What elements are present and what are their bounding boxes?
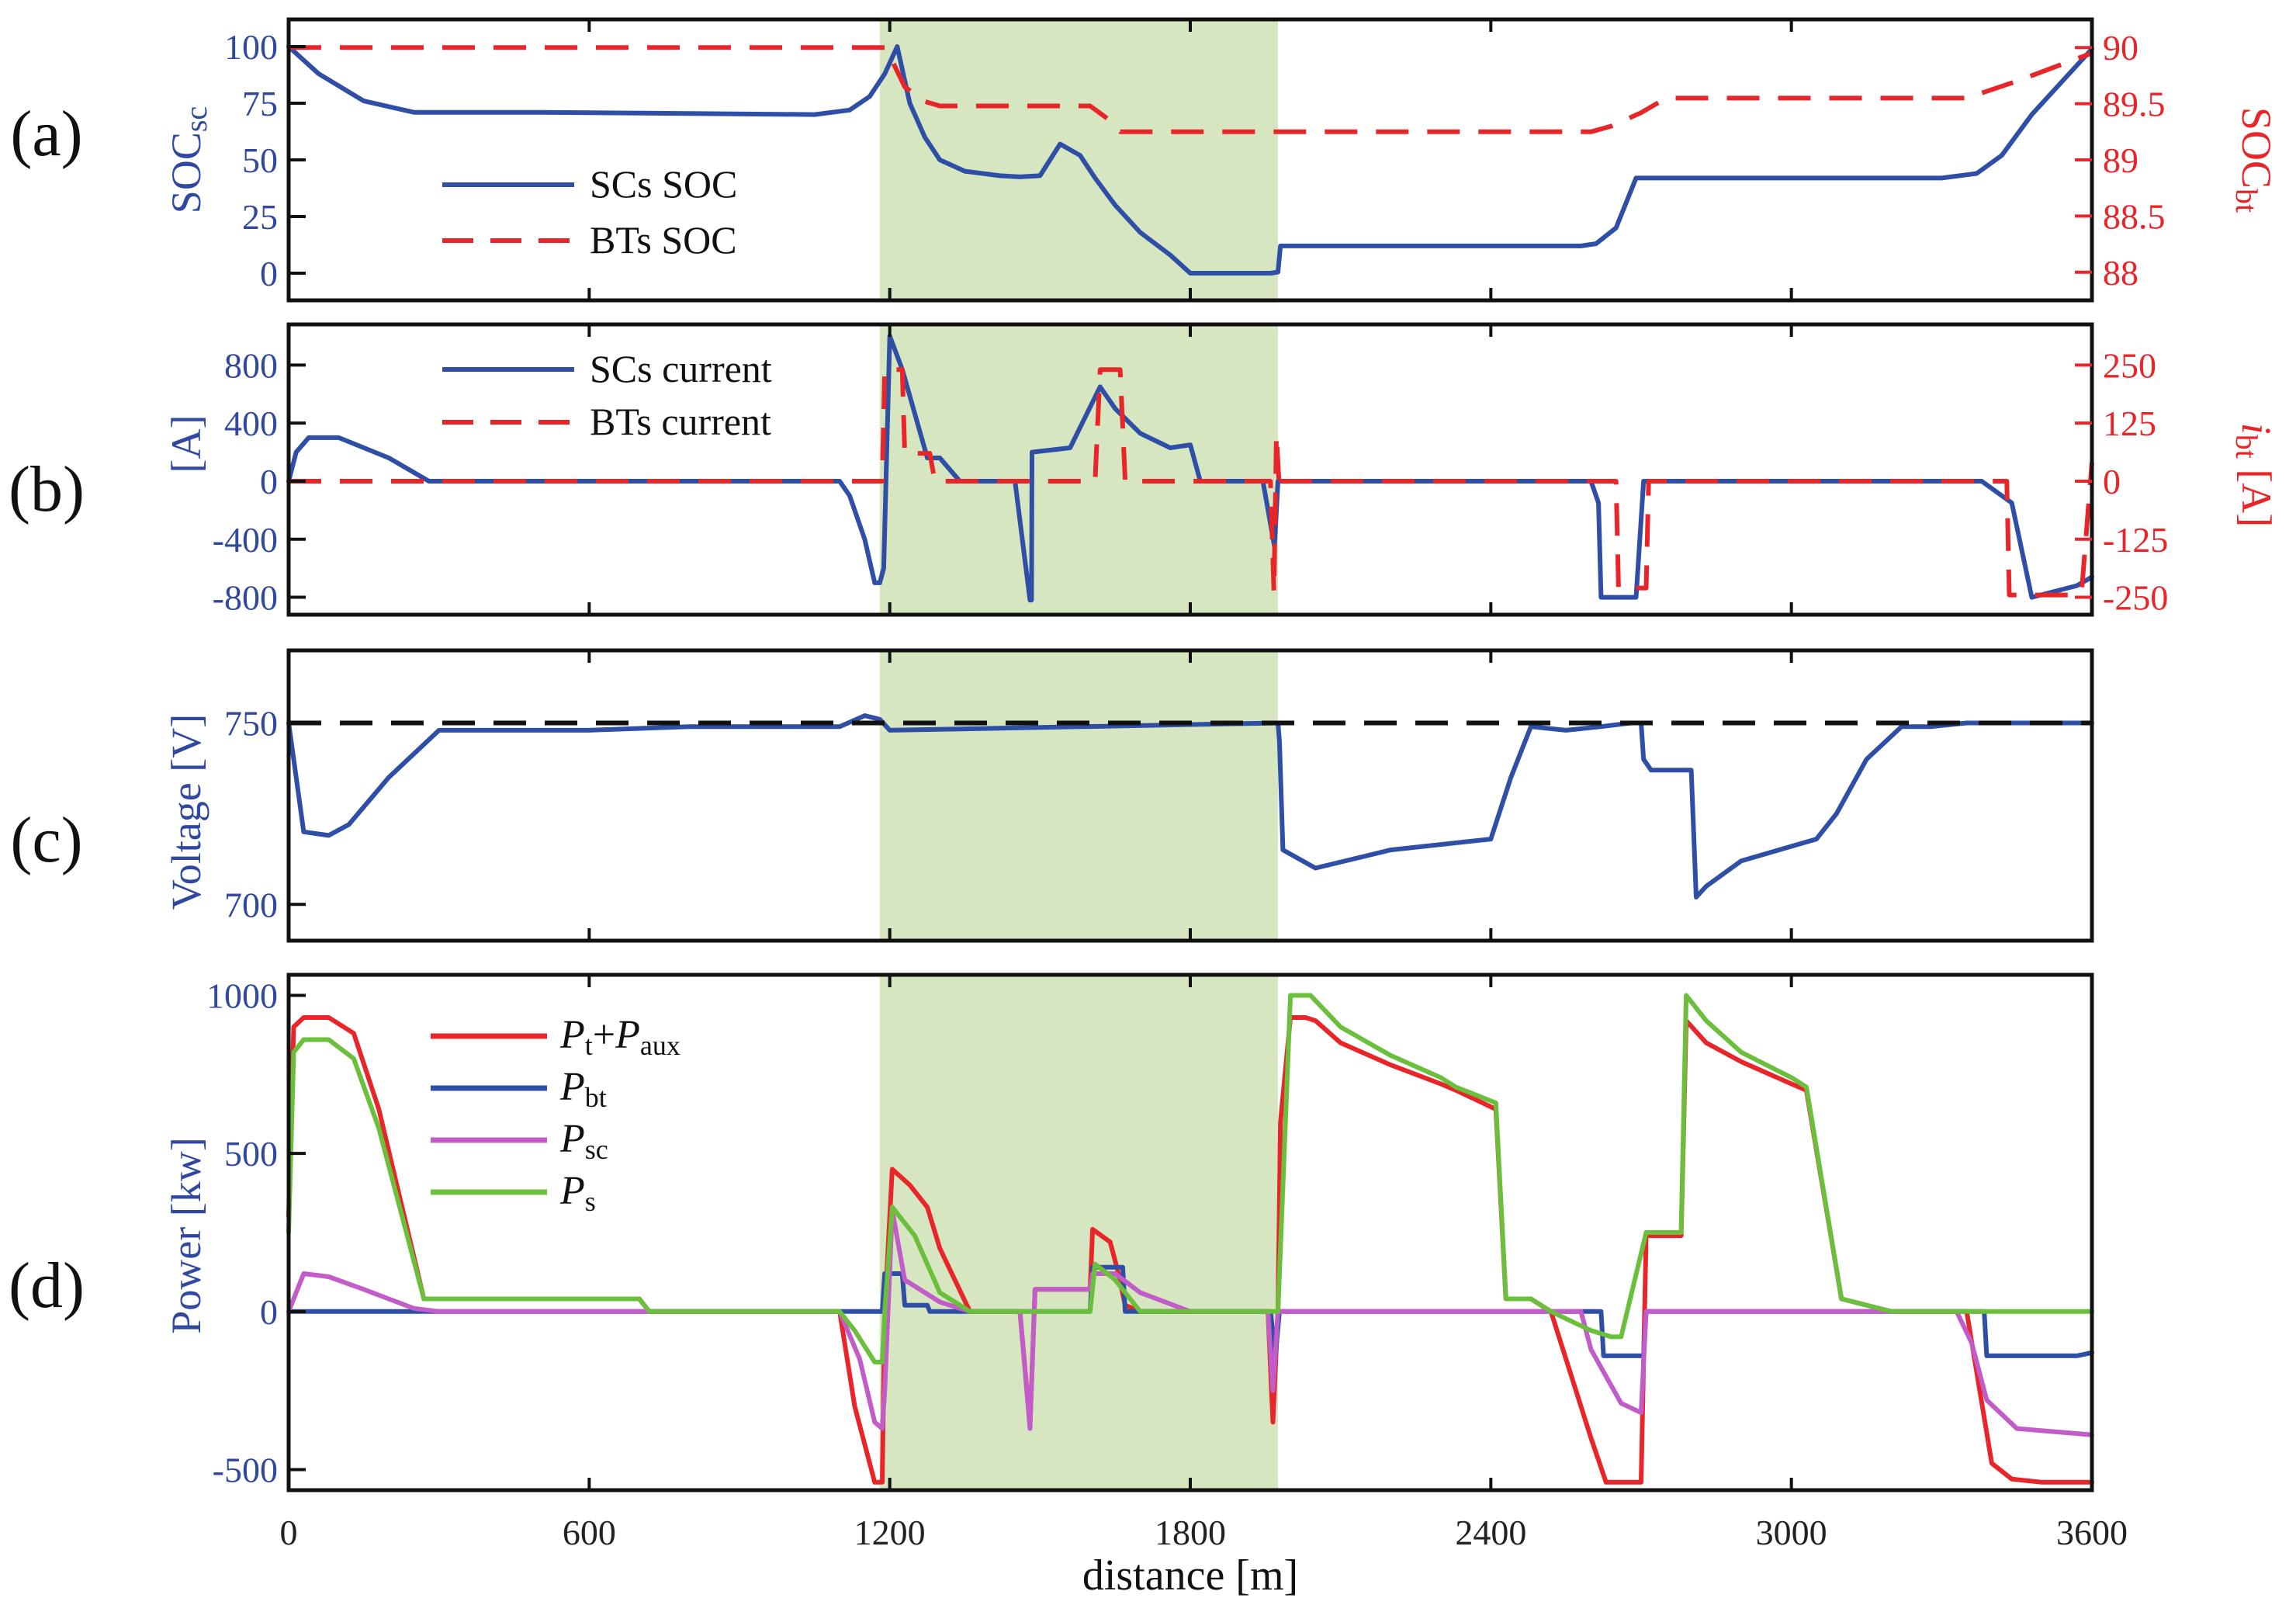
highlight-band-b xyxy=(879,324,1278,615)
legend-label-scs-soc: SCs SOC xyxy=(590,162,737,206)
ytick-left-label: 700 xyxy=(224,885,278,924)
panel-b-label: (b) xyxy=(9,453,85,525)
panel-a-ylabel-right: SOCbt xyxy=(2229,107,2280,213)
ytick-left-label: 1000 xyxy=(206,976,278,1015)
ytick-left-label: -800 xyxy=(213,578,278,618)
legend-label-ps: Ps xyxy=(559,1169,596,1217)
ytick-right-label: 0 xyxy=(2103,462,2121,501)
ytick-right-label: 88.5 xyxy=(2103,196,2166,236)
panel-d: 1000 500 0 -500 (d) Power [kw] Pt+Paux Pbt … xyxy=(9,972,2094,1492)
ytick-left-label: 25 xyxy=(242,197,278,237)
highlight-band-d xyxy=(879,975,1278,1490)
legend-pbt-p: P xyxy=(559,1065,585,1109)
ytick-left-label: 400 xyxy=(224,404,278,443)
highlight-band-layer xyxy=(879,19,1278,1490)
x-axis-ticks: 0 600 1200 1800 2400 3000 3600 xyxy=(280,1513,2128,1552)
panel-a-ticks: 100 75 50 25 0 90 89.5 89 88.5 88 xyxy=(224,19,2166,300)
legend-psc-p: P xyxy=(559,1117,585,1161)
ytick-left-label: 100 xyxy=(224,27,278,67)
legend-label-bts-soc: BTs SOC xyxy=(590,218,737,262)
panel-a-ylabel-left-sub: sc xyxy=(178,106,213,132)
legend-label-ptotal: Pt+Paux xyxy=(559,1013,680,1061)
legend-label-psc: Psc xyxy=(559,1117,608,1165)
panel-b-ylabel-right-main: i xyxy=(2233,423,2280,435)
ytick-right-label: -250 xyxy=(2103,578,2168,618)
panel-a-ylabel-left: SOCsc xyxy=(163,106,213,213)
series-voltage xyxy=(286,713,2094,900)
xtick-label: 1200 xyxy=(854,1513,926,1552)
legend-ptotal-p2: P xyxy=(615,1013,640,1057)
series-pt-paux xyxy=(286,1015,2094,1485)
legend-label-bts-current: BTs current xyxy=(590,400,771,443)
ytick-left-label: 0 xyxy=(260,1292,278,1332)
ytick-left-label: 0 xyxy=(260,254,278,293)
legend-label-pbt: Pbt xyxy=(559,1065,607,1113)
panel-d-ticks: 1000 500 0 -500 xyxy=(206,975,2093,1490)
ytick-right-label: -125 xyxy=(2103,520,2168,560)
ytick-left-label: -400 xyxy=(213,520,278,560)
panel-b-series xyxy=(286,334,2094,603)
ytick-left-label: 75 xyxy=(242,84,278,123)
highlight-band-a xyxy=(879,19,1278,300)
xtick-label: 3000 xyxy=(1756,1513,1827,1552)
panel-d-series xyxy=(286,993,2094,1485)
panel-c-ylabel-left: Voltage [V] xyxy=(163,714,210,910)
ytick-right-label: 90 xyxy=(2103,28,2138,68)
ytick-left-label: 0 xyxy=(260,462,278,501)
panel-b-ylabel-right: ibt [A] xyxy=(2229,423,2280,528)
highlight-band-c xyxy=(879,650,1278,941)
ytick-right-label: 89.5 xyxy=(2103,85,2166,124)
xtick-label: 0 xyxy=(280,1513,298,1552)
series-ps xyxy=(286,993,2094,1364)
legend-ptotal-p1: P xyxy=(559,1013,585,1057)
xtick-label: 600 xyxy=(563,1513,616,1552)
series-scs-soc xyxy=(286,44,2094,276)
legend-ps-p: P xyxy=(559,1169,585,1213)
panel-c-ticks: 750 700 xyxy=(224,650,2093,941)
x-axis-label: distance [m] xyxy=(1082,1551,1298,1600)
ytick-left-label: -500 xyxy=(213,1451,278,1490)
panel-b-ylabel-right-unit: [A] xyxy=(2233,459,2280,527)
ytick-right-label: 89 xyxy=(2103,140,2138,180)
legend-pbt-sub: bt xyxy=(585,1082,607,1113)
panel-a-label: (a) xyxy=(10,98,82,170)
panel-b: 800 400 0 -400 -800 250 125 0 -125 -250 (b) [A] i… xyxy=(9,322,2280,618)
legend-psc-sub: sc xyxy=(585,1134,608,1165)
ytick-right-label: 250 xyxy=(2103,345,2156,385)
ytick-left-label: 50 xyxy=(242,140,278,180)
ytick-left-label: 800 xyxy=(224,345,278,385)
panel-b-ylabel-left: [A] xyxy=(163,415,210,473)
legend-ptotal-sub1: t xyxy=(585,1030,593,1061)
panel-c-series xyxy=(286,713,2094,900)
panel-c: 750 700 (c) Voltage [V] xyxy=(10,648,2094,943)
panel-b-legend: SCs current BTs current xyxy=(442,347,772,443)
panel-a-ylabel-right-sub: bt xyxy=(2229,189,2264,213)
ytick-left-label: 500 xyxy=(224,1134,278,1174)
panel-b-ticks: 800 400 0 -400 -800 250 125 0 -125 -250 xyxy=(213,324,2168,618)
panel-a-series xyxy=(286,44,2094,276)
panel-d-legend: Pt+Paux Pbt Psc Ps xyxy=(431,1013,680,1217)
xtick-label: 1800 xyxy=(1155,1513,1226,1552)
xtick-label: 3600 xyxy=(2056,1513,2128,1552)
panel-b-ylabel-right-sub: bt xyxy=(2229,435,2264,459)
ytick-right-label: 125 xyxy=(2103,404,2156,443)
panel-d-label: (d) xyxy=(9,1250,85,1322)
xtick-label: 2400 xyxy=(1455,1513,1526,1552)
ytick-right-label: 88 xyxy=(2103,253,2138,293)
panel-d-ylabel-left: Power [kw] xyxy=(163,1137,210,1333)
panel-a-legend: SCs SOC BTs SOC xyxy=(442,162,737,262)
legend-ptotal-sub2: aux xyxy=(640,1030,680,1061)
panel-c-label: (c) xyxy=(10,804,82,876)
legend-ps-sub: s xyxy=(585,1186,596,1217)
legend-ptotal-plus: + xyxy=(593,1013,615,1057)
legend-label-scs-current: SCs current xyxy=(590,347,772,390)
panel-a-ylabel-left-main: SOC xyxy=(163,132,210,213)
series-bts-current xyxy=(289,367,2094,598)
series-bts-soc xyxy=(289,45,2093,134)
ytick-left-label: 750 xyxy=(224,704,278,744)
panel-a-ylabel-right-main: SOC xyxy=(2233,107,2280,189)
series-scs-current xyxy=(286,334,2094,603)
